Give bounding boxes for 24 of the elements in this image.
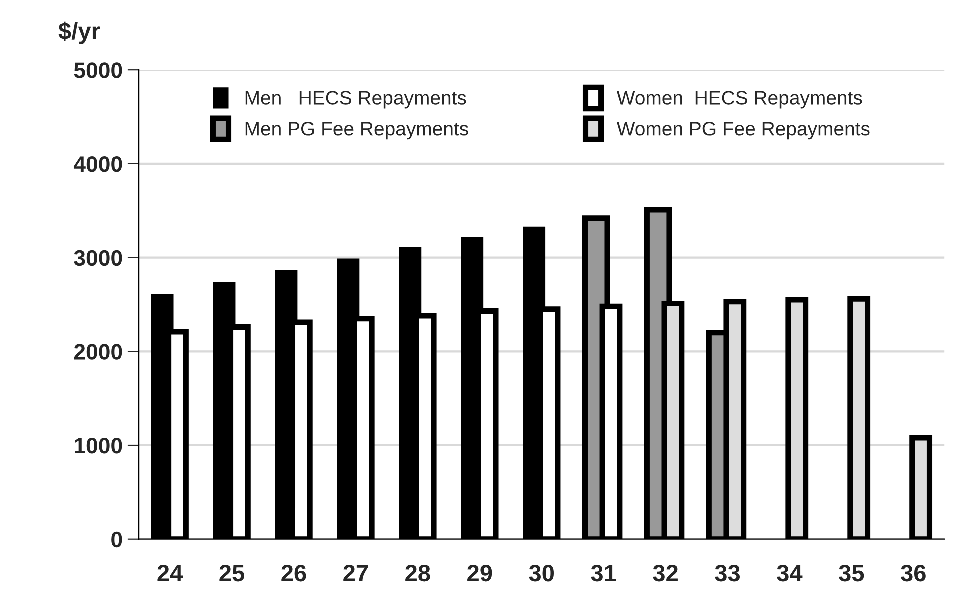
- y-tick-label: 2000: [74, 344, 122, 360]
- x-tick-label: 30: [529, 564, 554, 582]
- x-tick-label: 35: [839, 564, 864, 582]
- y-tick-label: 0: [112, 532, 122, 548]
- y-tick-label: 1000: [75, 438, 122, 454]
- x-tick-label: 29: [468, 564, 492, 582]
- y-tick-label: 5000: [74, 62, 122, 78]
- x-tick-label: 34: [777, 564, 803, 582]
- x-tick-label: 36: [901, 564, 926, 582]
- legend-label: Men PG Fee Repayments: [246, 122, 468, 140]
- x-tick-label: 32: [653, 564, 678, 582]
- x-tick-label: 28: [406, 564, 430, 582]
- x-tick-label: 31: [591, 564, 616, 582]
- legend-label: Women HECS Repayments: [616, 91, 862, 109]
- x-tick-label: 25: [220, 564, 244, 582]
- legend-label: Men HECS Repayments: [246, 91, 466, 109]
- y-tick-label: 4000: [74, 156, 122, 172]
- y-tick-label: 3000: [74, 250, 122, 266]
- legend-label: Women PG Fee Repayments: [616, 122, 870, 140]
- x-tick-label: 26: [282, 564, 306, 582]
- x-tick-label: 27: [344, 564, 368, 582]
- x-tick-label: 24: [158, 564, 184, 582]
- x-tick-label: 33: [715, 564, 740, 582]
- y-axis-title: $/yr: [58, 22, 100, 44]
